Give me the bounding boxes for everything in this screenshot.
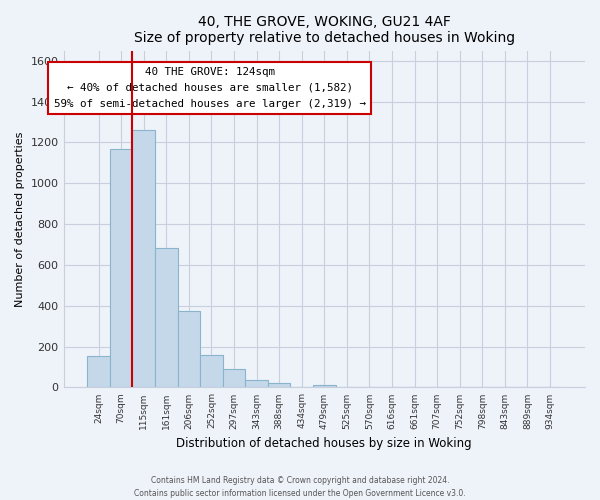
Bar <box>268 384 290 388</box>
Title: 40, THE GROVE, WOKING, GU21 4AF
Size of property relative to detached houses in : 40, THE GROVE, WOKING, GU21 4AF Size of … <box>134 15 515 45</box>
Bar <box>178 311 200 388</box>
X-axis label: Distribution of detached houses by size in Woking: Distribution of detached houses by size … <box>176 437 472 450</box>
Bar <box>87 356 110 388</box>
Bar <box>223 369 245 388</box>
Text: 40 THE GROVE: 124sqm
← 40% of detached houses are smaller (1,582)
59% of semi-de: 40 THE GROVE: 124sqm ← 40% of detached h… <box>53 68 365 108</box>
Bar <box>155 248 178 388</box>
Bar <box>133 130 155 388</box>
Bar <box>313 386 335 388</box>
Bar <box>110 148 133 388</box>
Text: Contains HM Land Registry data © Crown copyright and database right 2024.
Contai: Contains HM Land Registry data © Crown c… <box>134 476 466 498</box>
Y-axis label: Number of detached properties: Number of detached properties <box>15 132 25 306</box>
Bar <box>200 355 223 388</box>
Bar <box>245 380 268 388</box>
